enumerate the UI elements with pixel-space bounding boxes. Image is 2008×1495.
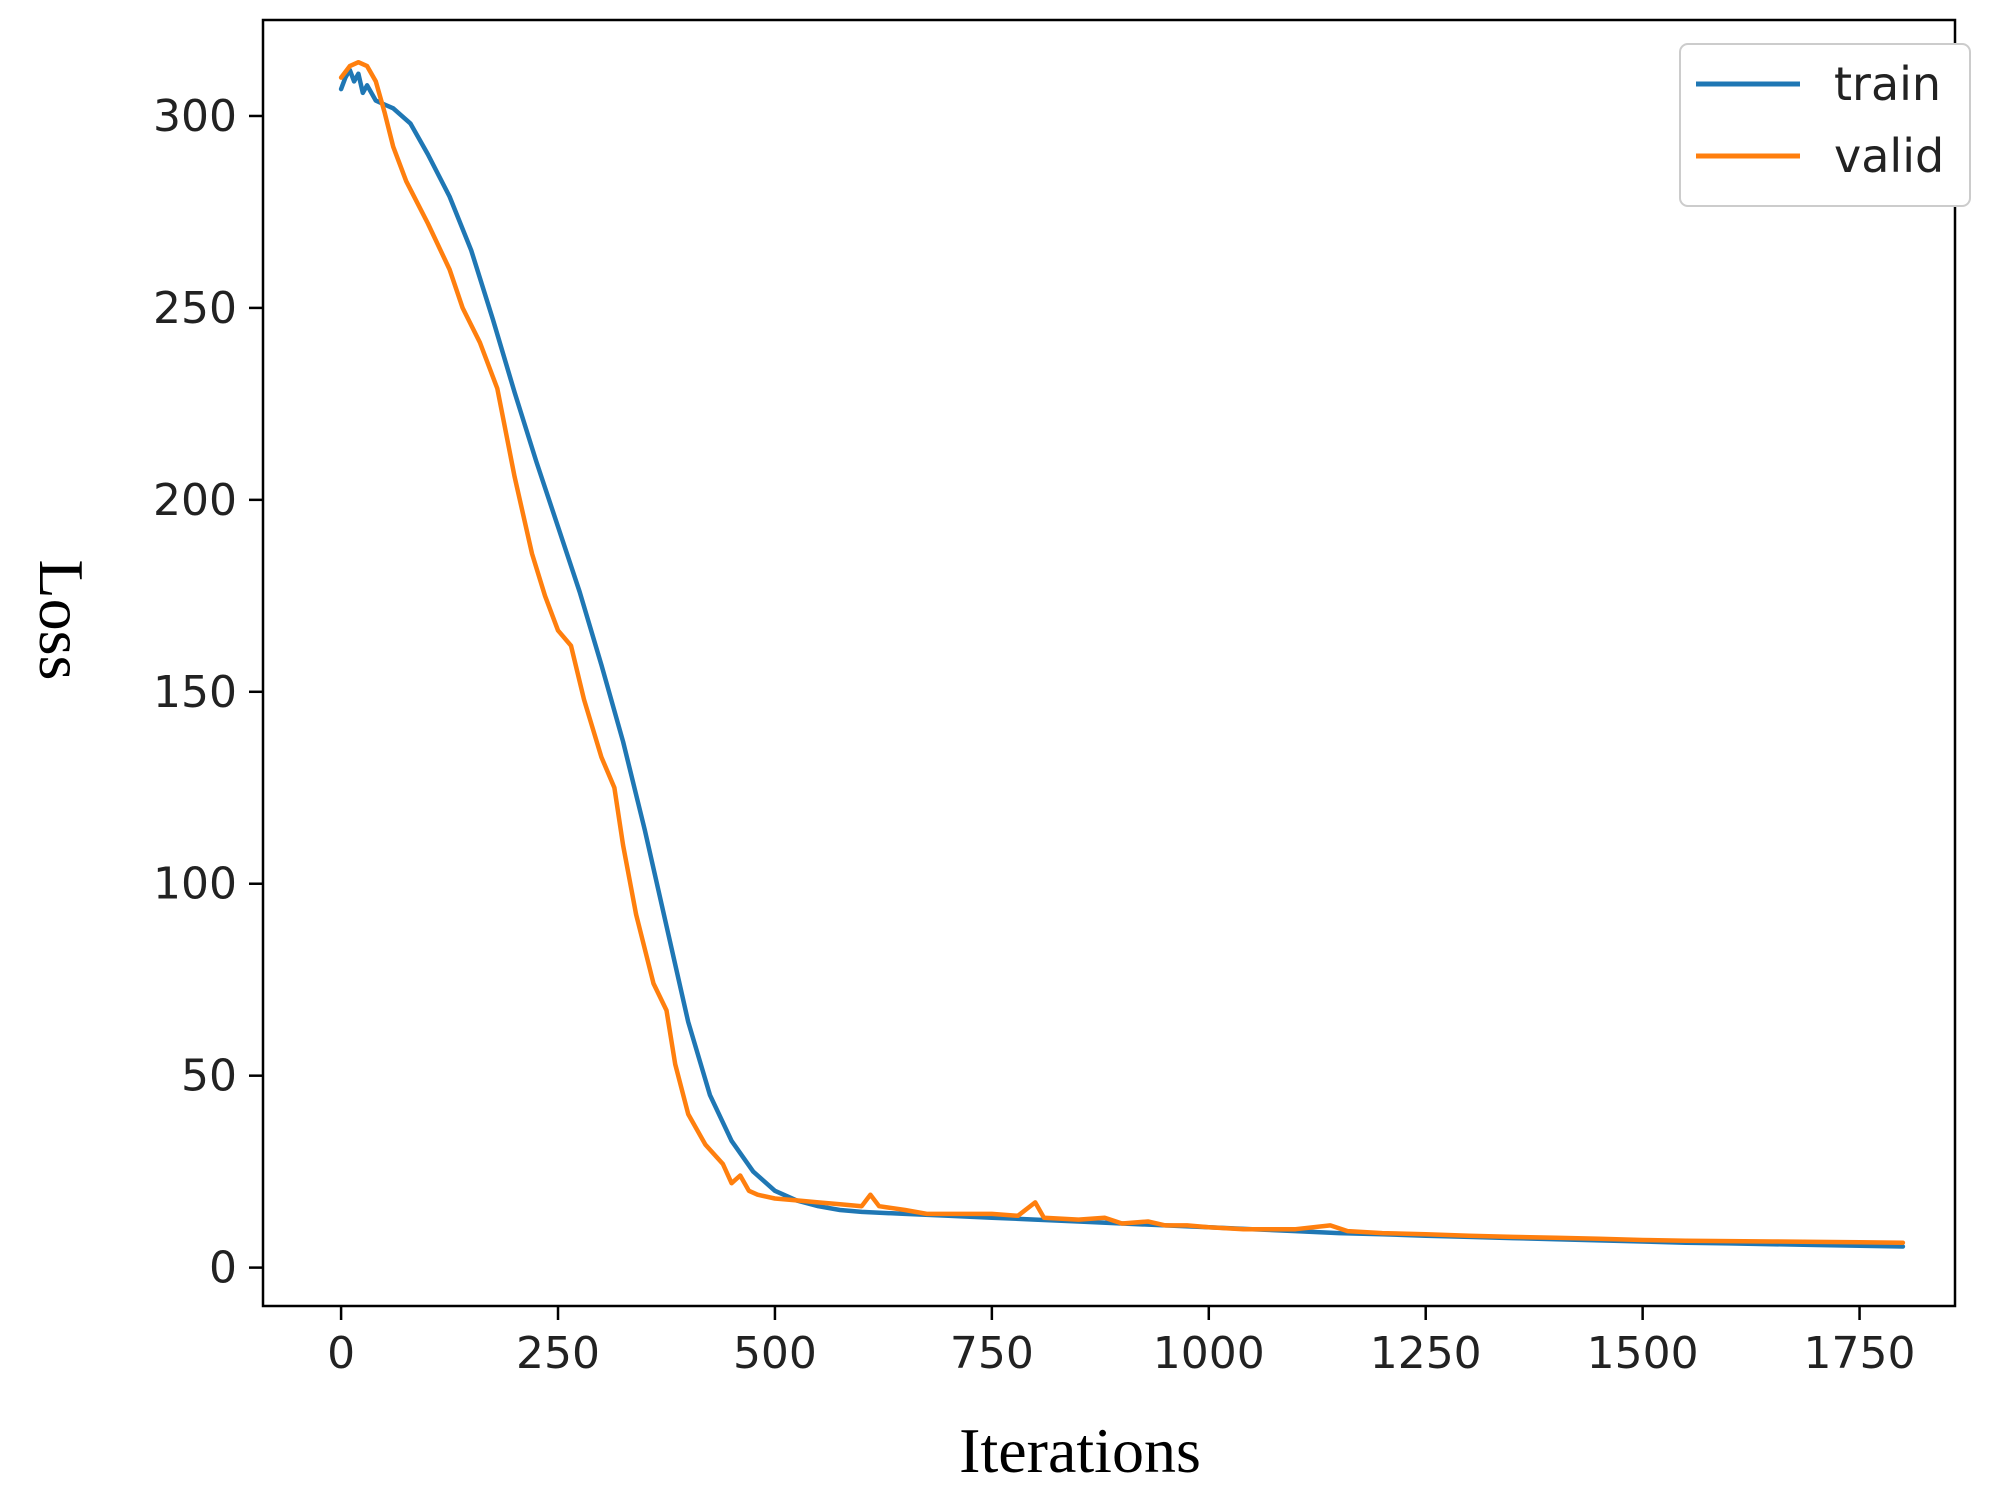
y-tick-label: 50 [181, 1051, 237, 1102]
y-axis-label: Loss [26, 560, 97, 681]
y-tick-label: 250 [153, 283, 237, 334]
x-tick-label: 0 [327, 1328, 355, 1379]
series-layer [338, 59, 1906, 1249]
x-tick-label: 1750 [1804, 1328, 1916, 1379]
x-tick-label: 250 [516, 1328, 600, 1379]
x-tick-label: 500 [733, 1328, 817, 1379]
x-tick-label: 1250 [1370, 1328, 1482, 1379]
x-axis-ticks: 0 250 500 750 1000 1250 1500 1750 [327, 1306, 1916, 1379]
y-axis-ticks: 0 50 100 150 200 250 300 [153, 91, 263, 1294]
y-tick-label: 100 [153, 859, 237, 910]
legend-label-train: train [1834, 57, 1941, 111]
x-tick-label: 1500 [1587, 1328, 1699, 1379]
y-tick-label: 300 [153, 91, 237, 142]
series-line-valid [338, 59, 1906, 1245]
y-tick-label: 0 [209, 1243, 237, 1294]
x-tick-label: 750 [950, 1328, 1034, 1379]
y-tick-label: 200 [153, 475, 237, 526]
x-tick-label: 1000 [1153, 1328, 1265, 1379]
y-tick-label: 150 [153, 667, 237, 718]
legend: train valid [1679, 43, 1971, 207]
plot-frame [261, 18, 1957, 1308]
legend-label-valid: valid [1834, 129, 1944, 183]
x-axis-label: Iterations [959, 1415, 1201, 1486]
